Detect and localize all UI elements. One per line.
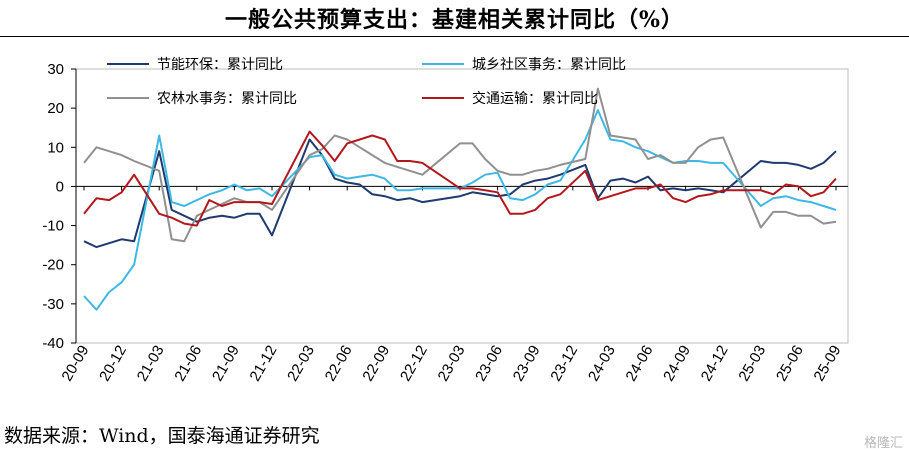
x-tick-label: 22-12: [397, 343, 431, 385]
series-line-1: [83, 138, 837, 249]
x-tick-label: 24-12: [698, 343, 732, 385]
series-lines: [83, 87, 837, 311]
x-tick-label: 21-12: [247, 343, 281, 385]
y-tick-label: 20: [47, 100, 64, 117]
x-tick-label: 24-09: [660, 343, 694, 385]
x-tick-label: 24-03: [585, 343, 619, 385]
legend-label-4: 交通运输：累计同比: [472, 90, 598, 107]
y-axis: 30 20 10 0 -10 -20 -30 -40: [42, 61, 77, 352]
y-tick-label: 10: [47, 139, 64, 156]
x-tick-label: 23-06: [472, 342, 506, 384]
y-tick-label: -40: [42, 335, 64, 352]
x-tick-label: 22-06: [322, 343, 356, 385]
data-source-note: 数据来源：Wind，国泰海通证券研究: [4, 425, 320, 447]
x-tick-label: 23-09: [510, 343, 544, 385]
legend-label-1: 节能环保：累计同比: [157, 57, 283, 73]
y-tick-label: 0: [56, 178, 64, 195]
x-tick-label: 25-03: [735, 343, 769, 385]
x-tick-label: 21-06: [171, 343, 205, 385]
x-tick-label: 25-09: [811, 343, 845, 385]
x-tick-label: 24-06: [623, 343, 657, 385]
title-divider: [0, 36, 909, 37]
series-line-2: [83, 109, 837, 311]
series-line-4: [83, 130, 837, 227]
chart-title: 一般公共预算支出：基建相关累计同比（%）: [225, 7, 684, 33]
x-tick-label: 23-12: [547, 343, 581, 385]
line-chart: 30 20 10 0 -10 -20 -30 -40 20-09 20-12 21-03 21-06…: [42, 57, 849, 385]
y-tick-label: -20: [42, 257, 64, 274]
plot-area-frame: [75, 68, 849, 344]
x-axis: 20-09 20-12 21-03 21-06 21-09 21-12 22-03 22-06…: [59, 186, 845, 385]
series-line-3: [83, 87, 837, 243]
y-tick-label: -30: [42, 296, 64, 313]
x-tick-label: 20-12: [96, 343, 130, 385]
x-tick-label: 22-09: [359, 343, 393, 385]
x-tick-label: 23-03: [435, 343, 469, 385]
legend-label-3: 农林水事务：累计同比: [157, 91, 297, 107]
x-tick-label: 21-09: [209, 343, 243, 385]
y-tick-label: -10: [42, 218, 64, 235]
x-tick-label: 22-03: [284, 343, 318, 385]
y-tick-label: 30: [47, 61, 64, 78]
x-tick-label: 21-03: [134, 343, 168, 385]
watermark: 格隆汇: [863, 436, 903, 451]
legend-label-2: 城乡社区事务：累计同比: [472, 57, 626, 73]
x-tick-label: 25-06: [773, 343, 807, 385]
